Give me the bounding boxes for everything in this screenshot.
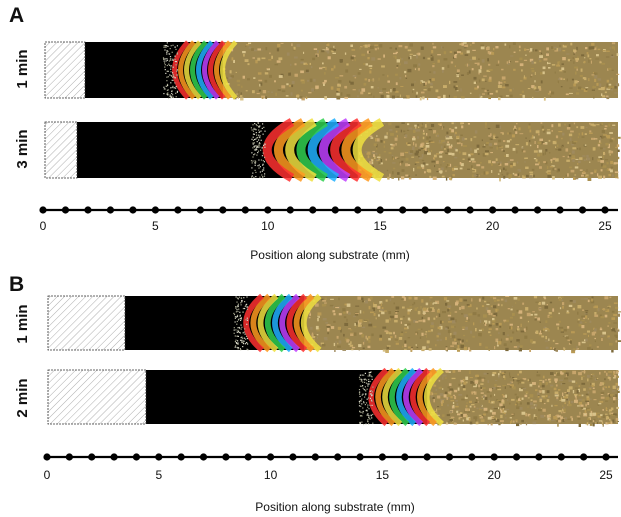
tick-label: 10 xyxy=(261,219,275,233)
axis-b-title: Position along substrate (mm) xyxy=(255,500,415,514)
crystal-region-1-1 xyxy=(427,370,620,427)
tick-label: 20 xyxy=(485,219,500,233)
position-axis-1 xyxy=(43,453,618,461)
panel-letter-b: B xyxy=(9,273,25,296)
tick-label: 5 xyxy=(155,468,163,482)
interference-front-1-1 xyxy=(358,367,444,427)
interference-front-0-1 xyxy=(250,118,385,182)
strip-1-0 xyxy=(47,293,621,354)
axis-a-title: Position along substrate (mm) xyxy=(250,248,410,262)
strip-0-0 xyxy=(44,40,620,101)
tick-label: 25 xyxy=(599,468,613,482)
strip-0-1 xyxy=(44,118,621,182)
crystal-region-0-1 xyxy=(357,122,621,182)
tick-label: 5 xyxy=(152,219,159,233)
tick-label: 10 xyxy=(263,468,278,482)
crystal-region-1-0 xyxy=(304,296,621,354)
position-axis-0 xyxy=(39,206,618,214)
tick-label: 0 xyxy=(39,219,47,233)
interference-front-1-0 xyxy=(233,293,322,353)
strip-1-1 xyxy=(47,367,620,427)
panel-letter-a: A xyxy=(9,4,25,27)
crystal-region-0-0 xyxy=(222,42,620,101)
tick-label: 15 xyxy=(375,468,390,482)
tick-label: 0 xyxy=(43,468,51,482)
interference-front-0-0 xyxy=(162,40,238,100)
tick-label: 20 xyxy=(487,468,501,482)
tick-label: 15 xyxy=(373,219,387,233)
tick-label: 25 xyxy=(598,219,612,233)
